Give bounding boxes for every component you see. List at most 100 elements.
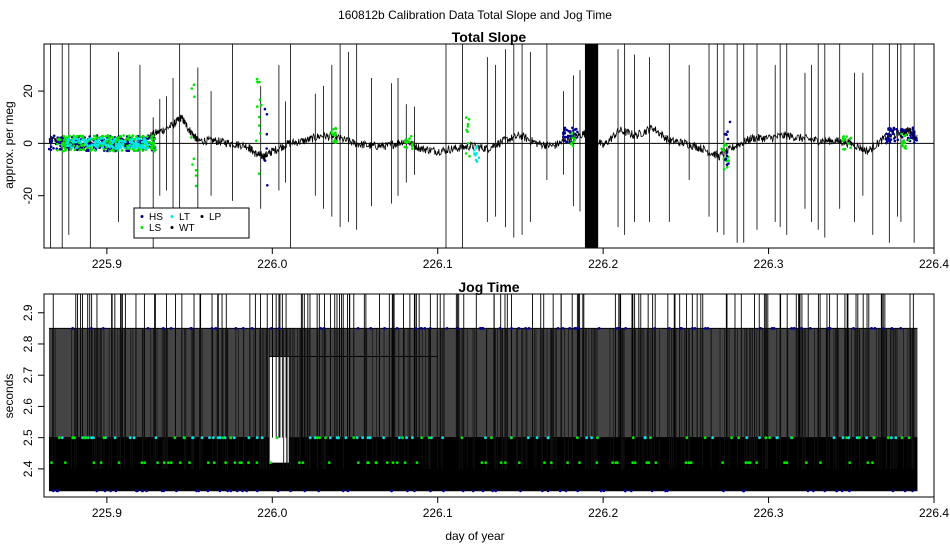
series-point-lt [101,142,105,145]
series-point-lt [473,152,476,155]
jog-point-lt [890,436,893,440]
jog-point-hs [494,489,498,493]
jog-point-ls [374,461,378,464]
jog-time-ylabel: seconds [2,374,16,419]
jog-point-ls [871,461,874,464]
jog-point-hs [722,489,725,493]
jog-time-panel: Jog Time seconds 225.9 226.0 226.1 226.2 226… [2,279,949,520]
series-point-ls [153,149,156,153]
jog-point-lt [841,436,845,440]
series-point-lt [105,138,109,141]
jog-point-lt [344,436,348,440]
jog-point-hs [759,327,763,330]
jog-point-hs [423,327,427,330]
jog-point-hs [145,489,149,493]
jog-point-lt [894,436,898,440]
legend-label-lp: LP [209,212,222,223]
jog-point-lt [585,436,588,440]
series-point-hs [126,140,129,144]
jog-point-hs [419,327,423,330]
jog-point-ls [169,461,173,464]
series-point-ls [403,145,407,149]
jog-point-hs [255,489,259,493]
series-point-ls [69,148,73,151]
figure-title: 160812b Calibration Data Total Slope and… [338,8,612,22]
jog-point-ls [503,461,507,464]
series-point-lt [87,138,90,141]
series-point-ls [333,138,337,141]
jog-point-ls [845,436,848,440]
series-point-ls [408,140,411,144]
jog-point-hs [667,327,671,330]
series-point-ls [138,148,141,151]
jog-point-hs [870,327,873,330]
jog-lower-fill [48,437,918,491]
jog-point-ls [391,461,395,464]
series-point-hs [566,134,570,138]
jog-point-hs [206,489,210,493]
series-point-ls [116,149,120,152]
series-point-hs [564,135,568,139]
series-point-ls [72,134,75,138]
series-point-ls [257,115,261,119]
series-point-lt [83,140,86,143]
series-point-lt [117,140,121,144]
series-point-ls [468,155,471,158]
series-point-lt [70,140,74,143]
series-point-ls [150,138,154,141]
jog-point-ls [233,461,237,464]
series-point-ls [56,149,59,152]
legend-marker-wt [170,226,174,229]
jog-point-lt [855,436,859,440]
jog-point-ls [395,461,399,464]
series-point-ls [405,141,409,144]
series-point-ls [135,135,138,138]
y-tick-label: 2.9 [21,304,35,321]
jog-point-hs [812,489,815,493]
series-point-hs [911,128,914,131]
series-point-hs [564,139,567,143]
jog-point-ls [352,436,356,440]
jog-point-ls [206,461,210,464]
jog-point-hs [568,327,572,330]
series-point-lt [111,141,114,145]
jog-point-ls [238,461,242,464]
y-tick-label: 2.6 [21,398,35,415]
jog-point-hs [835,489,839,493]
series-point-ls [111,148,114,152]
legend-box [133,207,250,239]
series-point-ls [108,149,112,153]
series-point-ls [140,135,143,139]
jog-point-hs [250,327,254,330]
series-point-lt [123,146,126,150]
series-point-hs [895,128,898,131]
jog-point-lt [191,436,194,440]
jog-point-lt [535,436,539,440]
jog-point-ls [403,461,407,464]
jog-point-hs [577,327,581,330]
series-point-lt [143,137,146,141]
jog-point-hs [806,489,810,493]
jog-point-hs [828,327,832,330]
series-point-hs [52,134,56,138]
series-point-ls [193,95,196,98]
series-point-lt [118,143,122,147]
series-point-ls [150,146,154,149]
jog-point-hs [629,489,633,493]
series-point-ls [570,132,574,136]
jog-point-hs [558,489,562,493]
jog-point-ls [819,461,822,464]
series-point-ls [153,145,156,148]
jog-point-ls [689,461,693,464]
jog-point-ls [490,436,493,440]
jog-point-ls [872,436,876,440]
jog-point-ls [162,461,166,464]
jog-point-ls [140,461,144,464]
series-point-hs [726,130,729,133]
jog-point-hs [706,327,710,330]
jog-point-hs [214,327,218,330]
series-point-ls [111,136,114,139]
jog-point-lt [484,436,487,440]
jog-point-ls [275,436,279,440]
series-point-lt [96,139,100,142]
